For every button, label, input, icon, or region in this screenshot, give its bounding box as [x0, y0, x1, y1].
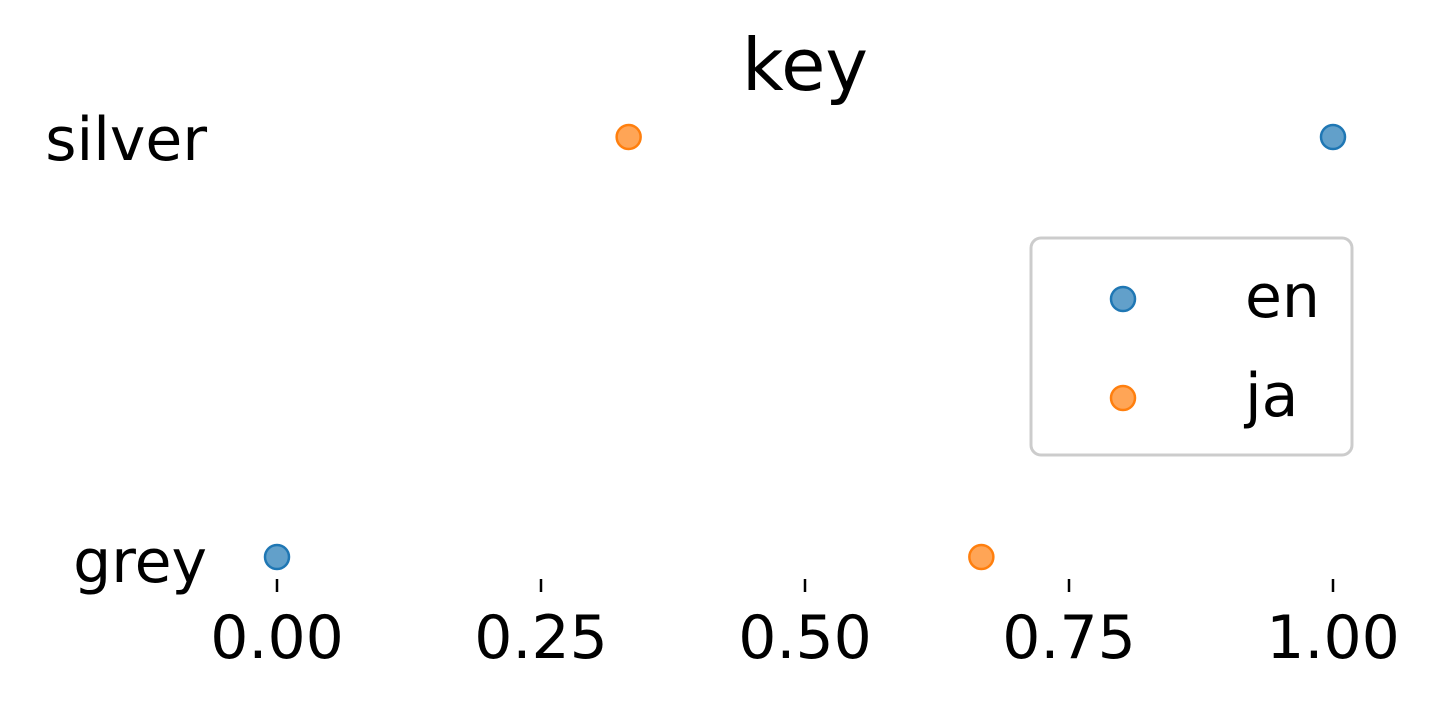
x-axis-labels: 0.00 0.25 0.50 0.75 1.00 — [210, 603, 1400, 673]
x-tick-label: 0.00 — [210, 603, 344, 673]
legend: en ja — [1029, 236, 1354, 457]
point-en-grey — [263, 543, 291, 571]
y-tick-label-silver: silver — [45, 105, 207, 175]
legend-label-ja: ja — [1243, 361, 1298, 431]
point-ja-grey — [968, 543, 995, 571]
legend-marker-en — [1109, 285, 1137, 313]
x-tick-label: 0.25 — [474, 603, 608, 673]
y-tick-label-grey: grey — [73, 527, 207, 597]
point-en-silver — [1319, 123, 1347, 151]
y-axis-labels: silver grey — [45, 105, 207, 597]
point-ja-silver — [615, 123, 642, 151]
x-axis-ticks — [275, 579, 1335, 592]
chart-title: key — [742, 23, 868, 107]
legend-marker-ja — [1109, 384, 1137, 412]
legend-label-en: en — [1245, 262, 1320, 332]
x-tick-label: 0.75 — [1002, 603, 1136, 673]
x-tick-label: 0.50 — [738, 603, 872, 673]
data-points — [263, 123, 1347, 571]
x-tick-label: 1.00 — [1266, 603, 1400, 673]
